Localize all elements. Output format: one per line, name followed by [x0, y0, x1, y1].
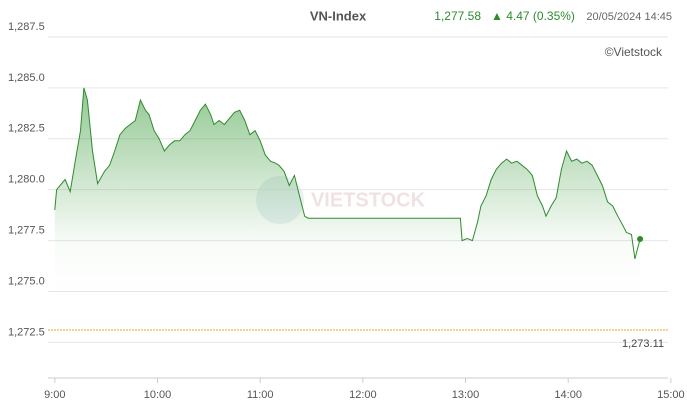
x-tick-label: 10:00: [144, 389, 172, 401]
x-tick-label: 15:00: [657, 389, 685, 401]
change: ▲ 4.47 (0.35%): [491, 9, 575, 23]
chart-title: VN-Index: [310, 8, 367, 23]
x-tick-label: 13:00: [452, 389, 480, 401]
x-tick-label: 12:00: [349, 389, 377, 401]
y-tick-label: 1,280.0: [8, 174, 45, 186]
x-tick-label: 11:00: [247, 389, 274, 401]
x-tick-label: 9:00: [44, 389, 65, 401]
y-tick-label: 1,282.5: [8, 123, 45, 135]
timestamp: 20/05/2024 14:45: [586, 11, 672, 23]
y-tick-label: 1,277.5: [8, 224, 45, 236]
reference-label: 1,273.11: [622, 338, 664, 350]
y-tick-label: 1,275.0: [8, 275, 45, 287]
watermark: VIETSTOCK: [311, 189, 426, 211]
y-tick-label: 1,285.0: [8, 72, 45, 84]
last-value: 1,277.58: [434, 9, 481, 23]
x-tick-label: 14:00: [554, 389, 582, 401]
last-point: [637, 235, 644, 242]
area-fill: [54, 87, 641, 297]
credit: ©Vietstock: [605, 45, 663, 59]
line: [54, 87, 641, 260]
y-tick-label: 1,287.5: [8, 21, 45, 33]
y-tick-label: 1,272.5: [8, 326, 45, 338]
